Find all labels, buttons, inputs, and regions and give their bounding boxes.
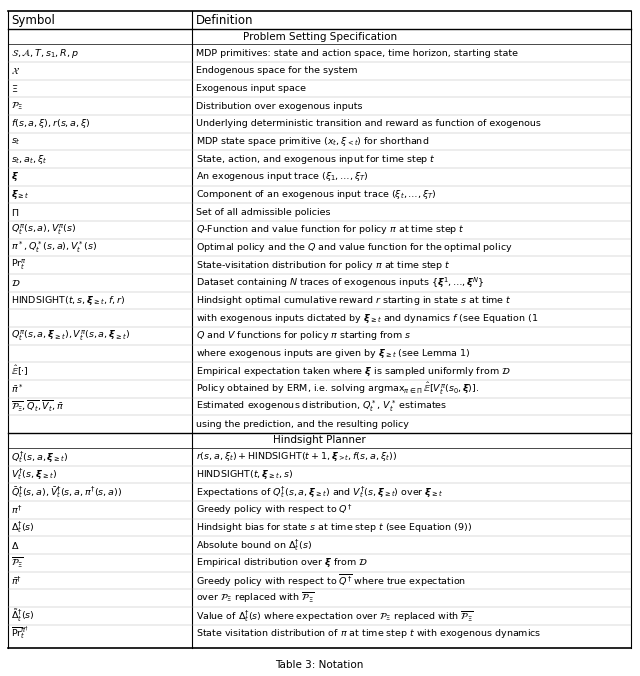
Text: Exogenous input space: Exogenous input space	[195, 84, 305, 93]
Text: $\overline{\mathrm{Pr}}_t^{\bar{\pi}^{\dagger}}$: $\overline{\mathrm{Pr}}_t^{\bar{\pi}^{\d…	[11, 625, 29, 642]
Text: Component of an exogenous input trace $(\xi_t, \ldots, \xi_T)$: Component of an exogenous input trace $(…	[195, 188, 436, 201]
Text: $r(s,a,\xi_t) + \mathrm{HINDSIGHT}(t+1, \boldsymbol{\xi}_{>t}, f(s,a,\xi_t))$: $r(s,a,\xi_t) + \mathrm{HINDSIGHT}(t+1, …	[195, 450, 396, 463]
Text: $Q_t^{\pi}(s,a), V_t^{\pi}(s)$: $Q_t^{\pi}(s,a), V_t^{\pi}(s)$	[11, 222, 76, 237]
Text: $\Delta$: $\Delta$	[11, 539, 19, 551]
Text: Set of all admissible policies: Set of all admissible policies	[195, 208, 330, 216]
Text: $\overline{\mathcal{P}_{\Xi}}, \overline{Q_t}, \overline{V_t}, \bar{\pi}$: $\overline{\mathcal{P}_{\Xi}}, \overline…	[11, 399, 64, 414]
Text: Hindsight optimal cumulative reward $r$ starting in state $s$ at time $t$: Hindsight optimal cumulative reward $r$ …	[195, 294, 511, 307]
Text: where exogenous inputs are given by $\boldsymbol{\xi}_{\geq t}$ (see Lemma 1): where exogenous inputs are given by $\bo…	[195, 347, 470, 360]
Text: $\Pi$: $\Pi$	[11, 207, 19, 218]
Text: MDP primitives: state and action space, time horizon, starting state: MDP primitives: state and action space, …	[195, 49, 518, 57]
Text: Empirical expectation taken where $\boldsymbol{\xi}$ is sampled uniformly from $: Empirical expectation taken where $\bold…	[195, 364, 510, 378]
Text: $\tilde{\Delta}_t^{\dagger}(s)$: $\tilde{\Delta}_t^{\dagger}(s)$	[11, 608, 35, 624]
Text: Policy obtained by ERM, i.e. solving $\mathrm{argmax}_{\pi \in \Pi}\, \hat{\math: Policy obtained by ERM, i.e. solving $\m…	[195, 381, 479, 397]
Text: $\mathrm{Pr}_t^{\pi}$: $\mathrm{Pr}_t^{\pi}$	[11, 258, 27, 272]
Text: Distribution over exogenous inputs: Distribution over exogenous inputs	[195, 101, 362, 111]
Text: $s_t, a_t, \xi_t$: $s_t, a_t, \xi_t$	[11, 153, 47, 166]
Text: State, action, and exogenous input for time step $t$: State, action, and exogenous input for t…	[195, 153, 435, 166]
Text: Greedy policy with respect to $\overline{Q^{\dagger}}$ where true expectation: Greedy policy with respect to $\overline…	[195, 572, 466, 589]
Text: Symbol: Symbol	[11, 14, 55, 27]
Text: Table 3: Notation: Table 3: Notation	[275, 660, 364, 669]
Text: with exogenous inputs dictated by $\boldsymbol{\xi}_{\geq t}$ and dynamics $f$ (: with exogenous inputs dictated by $\bold…	[195, 312, 538, 324]
Text: $\mathrm{HINDSIGHT}(t, \boldsymbol{\xi}_{\geq t}, s)$: $\mathrm{HINDSIGHT}(t, \boldsymbol{\xi}_…	[195, 468, 292, 481]
Text: $\boldsymbol{\xi}$: $\boldsymbol{\xi}$	[11, 170, 19, 183]
Text: $\Delta_t^{\dagger}(s)$: $\Delta_t^{\dagger}(s)$	[11, 520, 35, 535]
Text: State visitation distribution of $\pi$ at time step $t$ with exogenous dynamics: State visitation distribution of $\pi$ a…	[195, 627, 541, 640]
Text: Hindsight Planner: Hindsight Planner	[273, 435, 366, 445]
Text: Problem Setting Specification: Problem Setting Specification	[243, 32, 397, 42]
Text: $Q_t^{\dagger}(s,a,\boldsymbol{\xi}_{\geq t})$: $Q_t^{\dagger}(s,a,\boldsymbol{\xi}_{\ge…	[11, 449, 68, 465]
Text: Dataset containing $N$ traces of exogenous inputs $\{\boldsymbol{\xi}^1, \ldots,: Dataset containing $N$ traces of exogeno…	[195, 275, 484, 290]
Text: $f(s,a,\xi), r(s,a,\xi)$: $f(s,a,\xi), r(s,a,\xi)$	[11, 117, 91, 130]
Text: $\bar{\pi}^*$: $\bar{\pi}^*$	[11, 383, 23, 395]
Text: State-visitation distribution for policy $\pi$ at time step $t$: State-visitation distribution for policy…	[195, 259, 451, 272]
Text: $\mathcal{P}_{\Xi}$: $\mathcal{P}_{\Xi}$	[11, 100, 23, 112]
Text: Endogenous space for the system: Endogenous space for the system	[195, 66, 357, 75]
Text: Estimated exogenous distribution, $Q_t^*$, $V_t^*$ estimates: Estimated exogenous distribution, $Q_t^*…	[195, 399, 447, 414]
Text: $\mathrm{HINDSIGHT}(t, s, \boldsymbol{\xi}_{\geq t}, f, r)$: $\mathrm{HINDSIGHT}(t, s, \boldsymbol{\x…	[11, 294, 125, 307]
Text: $\mathcal{S}, \mathcal{A}, T, s_1, R, p$: $\mathcal{S}, \mathcal{A}, T, s_1, R, p$	[11, 47, 79, 59]
Text: Hindsight bias for state $s$ at time step $t$ (see Equation (9)): Hindsight bias for state $s$ at time ste…	[195, 521, 472, 534]
Text: Absolute bound on $\Delta_t^{\dagger}(s)$: Absolute bound on $\Delta_t^{\dagger}(s)…	[195, 537, 312, 553]
Text: Definition: Definition	[195, 14, 253, 27]
Text: Value of $\Delta_t^{\dagger}(s)$ where expectation over $\mathcal{P}_{\Xi}$ repl: Value of $\Delta_t^{\dagger}(s)$ where e…	[195, 608, 474, 624]
Text: $Q$-Function and value function for policy $\pi$ at time step $t$: $Q$-Function and value function for poli…	[195, 223, 465, 236]
Text: $\pi^*, Q_t^*(s,a), V_t^*(s)$: $\pi^*, Q_t^*(s,a), V_t^*(s)$	[11, 240, 97, 255]
Text: $\hat{\mathbb{E}}[\cdot]$: $\hat{\mathbb{E}}[\cdot]$	[11, 364, 29, 379]
Text: Expectations of $Q_t^{\dagger}(s,a,\boldsymbol{\xi}_{\geq t})$ and $V_t^{\dagger: Expectations of $Q_t^{\dagger}(s,a,\bold…	[195, 484, 443, 500]
Text: $\boldsymbol{\xi}_{\geq t}$: $\boldsymbol{\xi}_{\geq t}$	[11, 188, 29, 201]
Text: An exogenous input trace $(\xi_1, \ldots, \xi_T)$: An exogenous input trace $(\xi_1, \ldots…	[195, 170, 368, 183]
Text: Empirical distribution over $\boldsymbol{\xi}$ from $\mathcal{D}$: Empirical distribution over $\boldsymbol…	[195, 556, 367, 569]
Text: $\overline{\mathcal{P}_{\Xi}}$: $\overline{\mathcal{P}_{\Xi}}$	[11, 556, 24, 570]
Text: $V_t^{\dagger}(s, \boldsymbol{\xi}_{\geq t})$: $V_t^{\dagger}(s, \boldsymbol{\xi}_{\geq…	[11, 466, 57, 483]
Text: $\bar{\pi}^{\dagger}$: $\bar{\pi}^{\dagger}$	[11, 574, 22, 587]
Text: MDP state space primitive $(x_t, \xi_{<t})$ for shorthand: MDP state space primitive $(x_t, \xi_{<t…	[195, 135, 429, 148]
Text: $\pi^{\dagger}$: $\pi^{\dagger}$	[11, 504, 22, 516]
Text: Underlying deterministic transition and reward as function of exogenous: Underlying deterministic transition and …	[195, 119, 540, 128]
Text: $\mathcal{X}$: $\mathcal{X}$	[11, 66, 20, 76]
Text: $\bar{Q}_t^{\dagger}(s,a), \bar{V}_t^{\dagger}(s,a,\pi^{\dagger}(s,a))$: $\bar{Q}_t^{\dagger}(s,a), \bar{V}_t^{\d…	[11, 484, 122, 500]
Text: $\mathcal{D}$: $\mathcal{D}$	[11, 278, 20, 288]
Text: over $\mathcal{P}_{\Xi}$ replaced with $\overline{\mathcal{P}_{\Xi}}$: over $\mathcal{P}_{\Xi}$ replaced with $…	[195, 591, 314, 606]
Text: $s_t$: $s_t$	[11, 136, 20, 147]
Text: Optimal policy and the $Q$ and value function for the optimal policy: Optimal policy and the $Q$ and value fun…	[195, 241, 512, 254]
Text: Greedy policy with respect to $Q^{\dagger}$: Greedy policy with respect to $Q^{\dagge…	[195, 502, 352, 517]
Text: using the prediction, and the resulting policy: using the prediction, and the resulting …	[195, 420, 408, 429]
Text: $Q_t^{\pi}(s,a,\boldsymbol{\xi}_{\geq t}), V_t^{\pi}(s,a,\boldsymbol{\xi}_{\geq : $Q_t^{\pi}(s,a,\boldsymbol{\xi}_{\geq t}…	[11, 329, 130, 343]
Text: $\Xi$: $\Xi$	[11, 83, 18, 94]
Text: $Q$ and $V$ functions for policy $\pi$ starting from $s$: $Q$ and $V$ functions for policy $\pi$ s…	[195, 329, 411, 342]
